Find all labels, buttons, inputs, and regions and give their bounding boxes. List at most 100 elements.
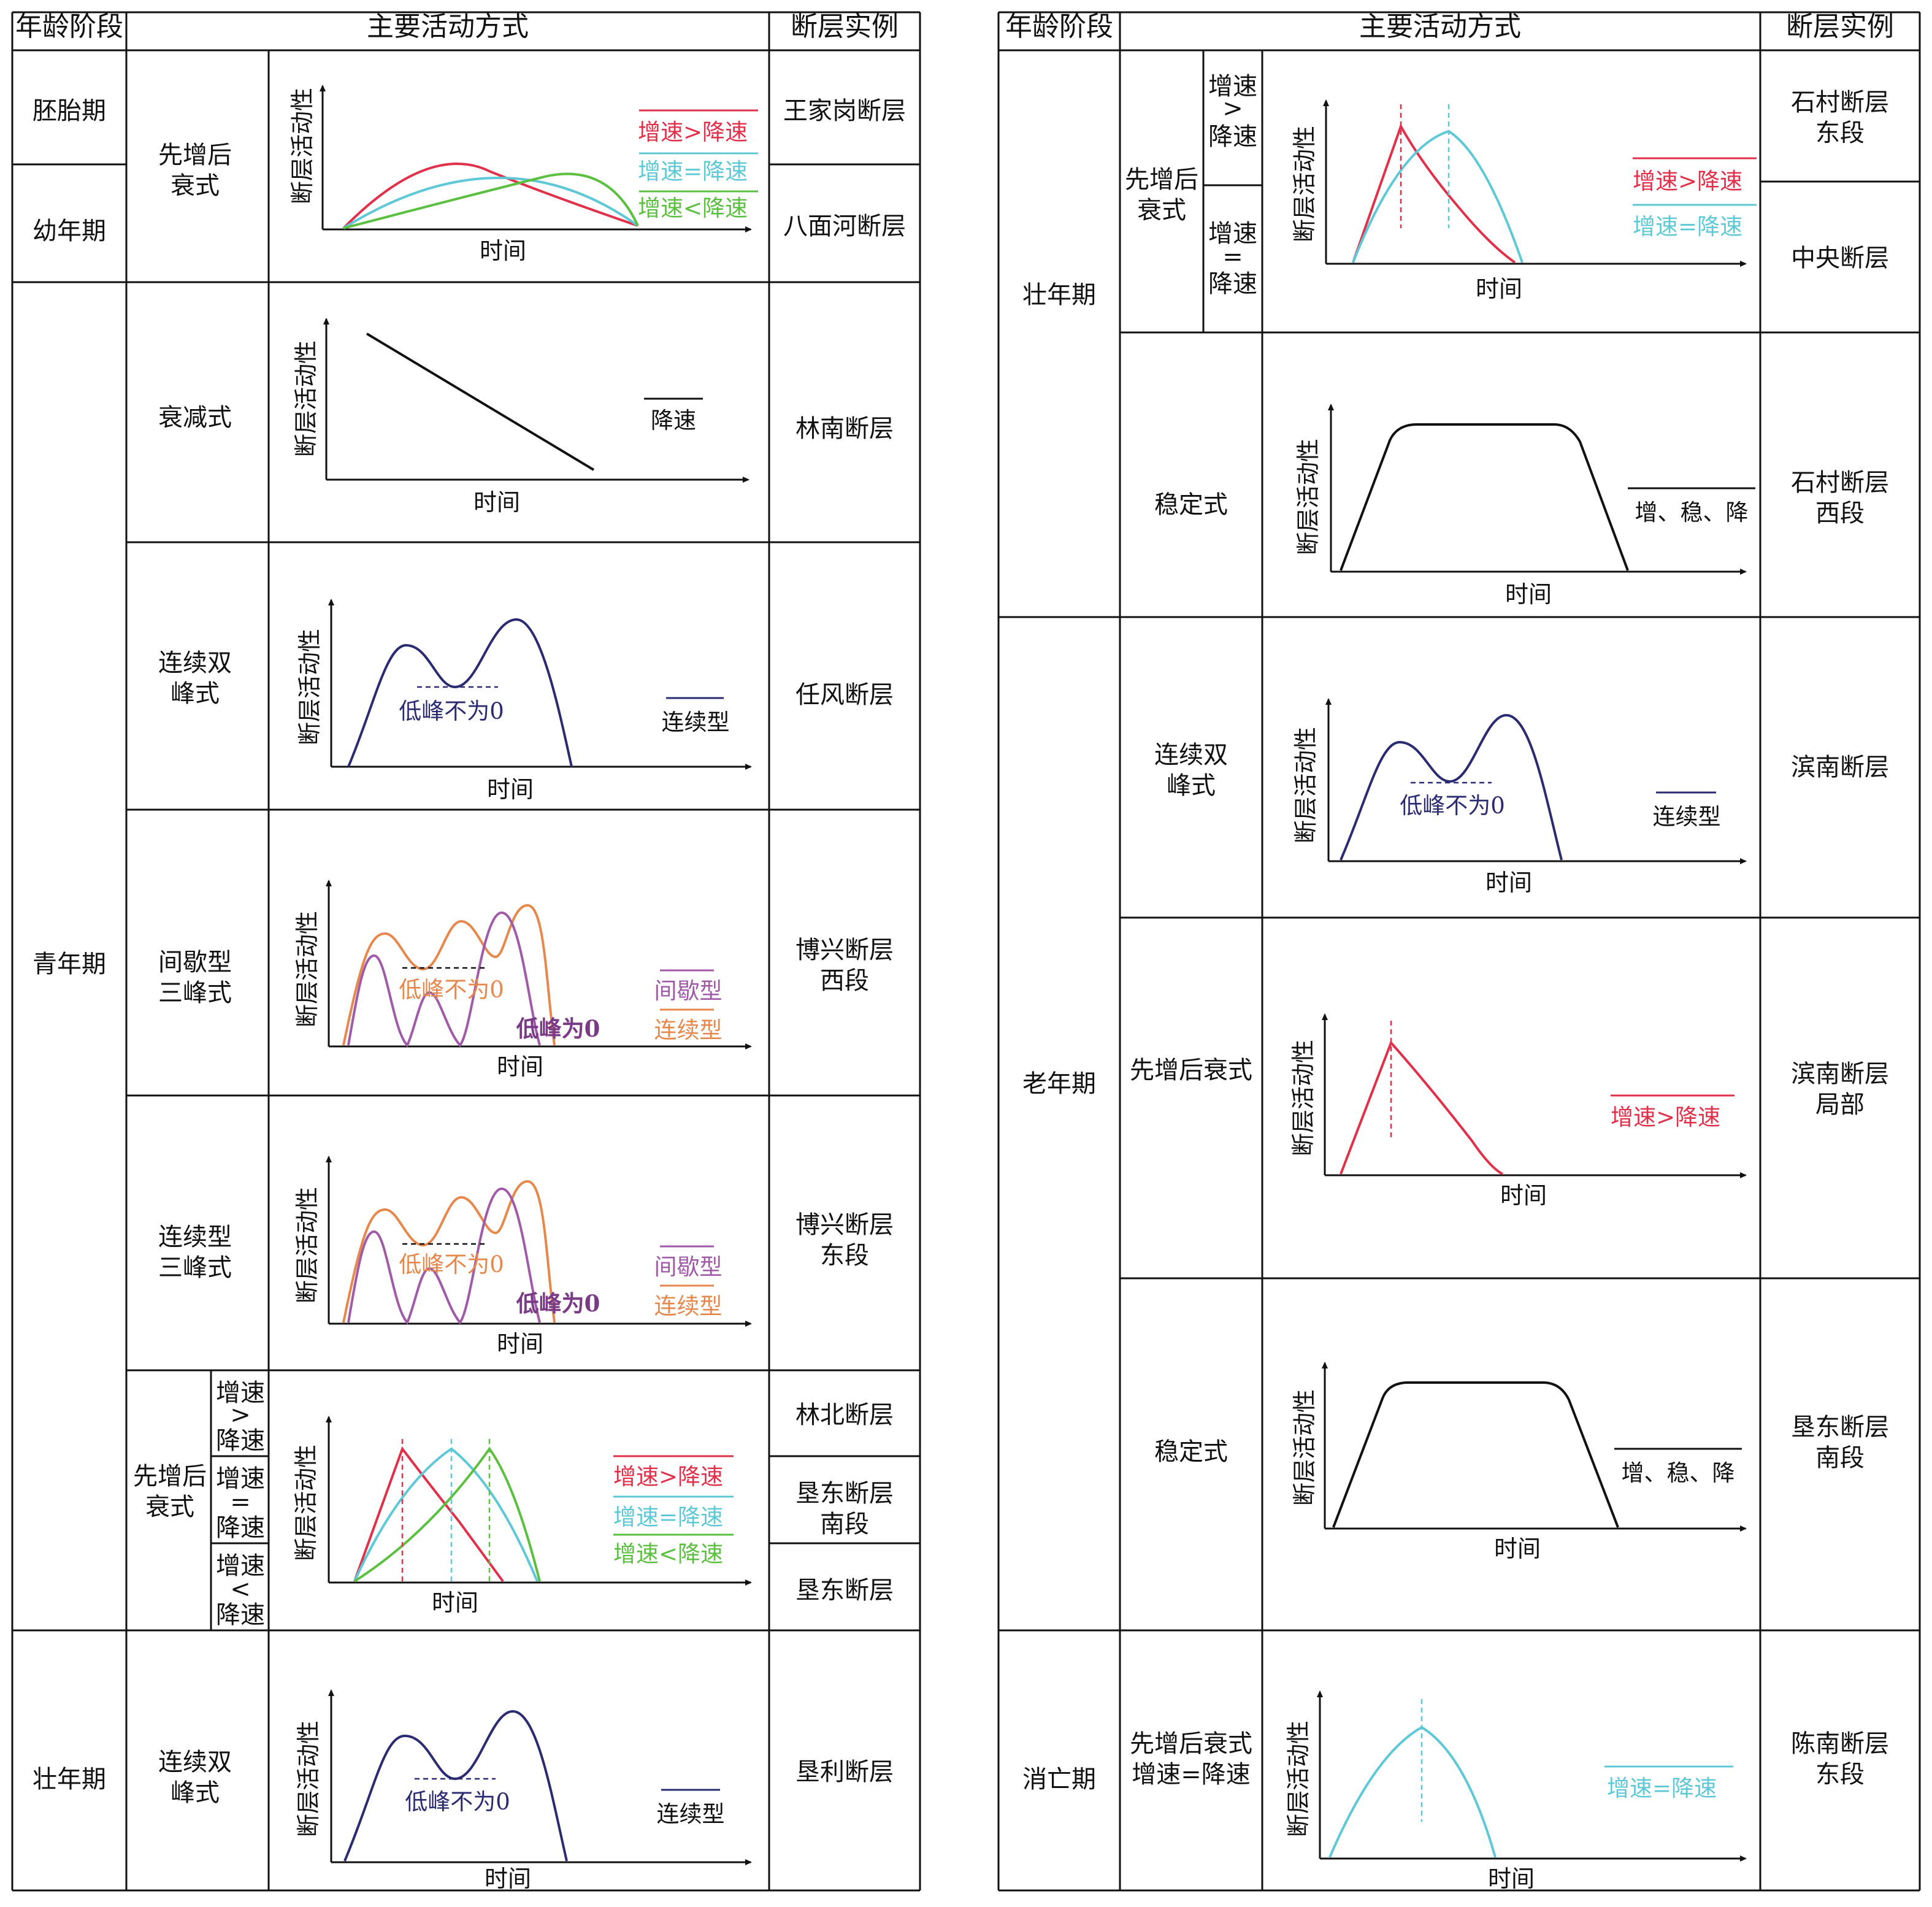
chart-old-stable: 断层活动性 时间 增、稳、降: [1291, 1362, 1747, 1562]
header-mode-right: 主要活动方式: [1359, 11, 1521, 42]
svg-text:增速: 增速: [1208, 72, 1257, 101]
sub-lt-left: 增速 < 降速: [216, 1552, 265, 1629]
svg-text:先增后: 先增后: [133, 1462, 207, 1491]
example-shicun-west: 石村断层 西段: [1791, 469, 1889, 528]
mode-label-intermittent: 间歇型 三峰式: [158, 948, 232, 1007]
example-kendong: 垦东断层: [795, 1576, 894, 1605]
note-trough-zero: 低峰为0: [516, 1290, 600, 1317]
svg-text:衰式: 衰式: [145, 1493, 194, 1521]
curve-continuous: [347, 618, 573, 767]
svg-text:东段: 东段: [1815, 1760, 1865, 1789]
legend-eq: 增速=降速: [1607, 1775, 1717, 1801]
note-trough-nonzero: 低峰不为0: [405, 1789, 510, 1815]
example-binnan: 滨南断层: [1791, 753, 1889, 781]
example-chennan-east: 陈南断层 东段: [1791, 1730, 1889, 1789]
example-shicun-east: 石村断层 东段: [1791, 88, 1889, 147]
mode-decay: 衰减式: [158, 404, 232, 432]
chart-youth-continuous: 断层活动性 时间 低峰不为0 低峰为0 间歇型 连续型: [294, 1156, 752, 1357]
age-embryo: 胚胎期: [33, 97, 106, 125]
svg-text:峰式: 峰式: [1167, 772, 1216, 800]
example-boxing-west: 博兴断层 西段: [795, 936, 894, 995]
svg-text:三峰式: 三峰式: [158, 979, 232, 1007]
svg-text:时间: 时间: [497, 1330, 543, 1357]
svg-text:断层活动性: 断层活动性: [1285, 1721, 1312, 1837]
svg-text:断层活动性: 断层活动性: [1291, 126, 1318, 242]
sub-gt-left: 增速 > 降速: [216, 1379, 265, 1455]
example-kendong-south-left: 垦东断层 南段: [795, 1479, 894, 1538]
legend-continuous: 连续型: [654, 1017, 723, 1043]
svg-text:断层活动性: 断层活动性: [294, 911, 321, 1027]
svg-text:降速: 降速: [1208, 123, 1257, 151]
mode-label-continuous: 连续型 三峰式: [158, 1223, 232, 1282]
svg-text:断层活动性: 断层活动性: [293, 340, 320, 457]
svg-text:陈南断层: 陈南断层: [1791, 1730, 1889, 1758]
mode-label-extinct: 先增后衰式 增速=降速: [1130, 1730, 1252, 1789]
chart-embryo-young: 断层活动性 时间 增速>降速 增速=降速 增速<降速: [289, 85, 758, 264]
curve-continuous-orange: [342, 904, 556, 1046]
svg-text:断层活动性: 断层活动性: [293, 1445, 320, 1561]
curve-stable: [1332, 1381, 1619, 1528]
x-axis-label: 时间: [480, 237, 526, 264]
svg-text:降速: 降速: [216, 1514, 265, 1542]
mode-stable-prime: 稳定式: [1154, 491, 1228, 519]
mode-label-double-old: 连续双 峰式: [1154, 741, 1228, 800]
legend-continuous: 连续型: [654, 1293, 723, 1319]
age-young: 幼年期: [33, 217, 106, 245]
legend-continuous: 连续型: [1653, 804, 1721, 830]
chart-youth-double: 断层活动性 时间 低峰不为0 连续型: [296, 599, 752, 803]
svg-text:连续双: 连续双: [158, 1748, 232, 1776]
svg-text:时间: 时间: [1488, 1865, 1535, 1892]
legend-gt: 增速>降速: [1611, 1104, 1720, 1130]
mode-first-inc-old: 先增后衰式: [1130, 1056, 1252, 1084]
legend-eq: 增速=降速: [613, 1504, 723, 1530]
header-age-right: 年龄阶段: [1005, 11, 1113, 42]
chart-prime-right-first-inc: 断层活动性 时间 增速>降速 增速=降速: [1291, 99, 1757, 302]
legend-lt: 增速<降速: [613, 1541, 723, 1567]
svg-text:降速: 降速: [216, 1601, 265, 1629]
header-age-left: 年龄阶段: [15, 11, 123, 42]
svg-text:断层活动性: 断层活动性: [1290, 1040, 1317, 1156]
age-old: 老年期: [1022, 1070, 1096, 1098]
curve-eq: [1328, 1725, 1497, 1858]
svg-text:东段: 东段: [820, 1241, 869, 1270]
svg-text:断层活动性: 断层活动性: [294, 1187, 321, 1303]
mode-stable-old: 稳定式: [1154, 1438, 1228, 1466]
svg-text:=: =: [230, 1488, 251, 1516]
svg-text:峰式: 峰式: [171, 680, 220, 708]
legend-gt: 增速>降速: [1633, 168, 1742, 194]
svg-text:时间: 时间: [1476, 275, 1522, 302]
legend-stable: 增、稳、降: [1622, 1460, 1735, 1486]
curve-gt: [1340, 1040, 1503, 1175]
chart-extinct: 断层活动性 时间 增速=降速: [1285, 1690, 1747, 1892]
legend-lt: 增速<降速: [638, 195, 748, 221]
mode-label-embryo: 先增后 衰式: [158, 141, 232, 200]
note-trough-nonzero: 低峰不为0: [399, 698, 504, 724]
svg-text:时间: 时间: [497, 1053, 543, 1080]
svg-text:>: >: [230, 1401, 251, 1429]
legend-eq: 增速=降速: [638, 158, 748, 185]
chart-youth-first-inc: 断层活动性 时间 增速>降速 增速=降速 增速<降速: [293, 1416, 752, 1616]
curve-intermittent: [347, 1187, 541, 1325]
y-axis-label: 断层活动性: [289, 88, 316, 204]
header-example-left: 断层实例: [791, 11, 899, 42]
mode-first-inc-dec-2: 衰式: [171, 172, 220, 200]
svg-text:时间: 时间: [1505, 581, 1552, 608]
legend-gt: 增速>降速: [638, 119, 748, 145]
age-youth: 青年期: [33, 950, 106, 978]
legend-intermittent: 间歇型: [654, 978, 723, 1004]
svg-text:时间: 时间: [473, 489, 520, 516]
curve-continuous: [343, 1709, 568, 1862]
sub-gt-right: 增速 > 降速: [1208, 72, 1257, 151]
curve-continuous: [1340, 713, 1563, 861]
svg-text:<: <: [230, 1575, 251, 1603]
example-kenli: 垦利断层: [795, 1758, 894, 1786]
svg-text:南段: 南段: [820, 1510, 869, 1538]
svg-text:增速=降速: 增速=降速: [1132, 1760, 1251, 1789]
svg-text:东段: 东段: [1815, 119, 1865, 147]
curve-gt: [353, 1446, 504, 1583]
note-trough-nonzero: 低峰不为0: [399, 977, 504, 1003]
svg-text:西段: 西段: [1815, 499, 1865, 528]
example-boxing-east: 博兴断层 东段: [795, 1211, 894, 1270]
sub-eq-right: 增速 = 降速: [1208, 220, 1257, 298]
mode-label-double-prime-left: 连续双 峰式: [158, 1748, 232, 1807]
